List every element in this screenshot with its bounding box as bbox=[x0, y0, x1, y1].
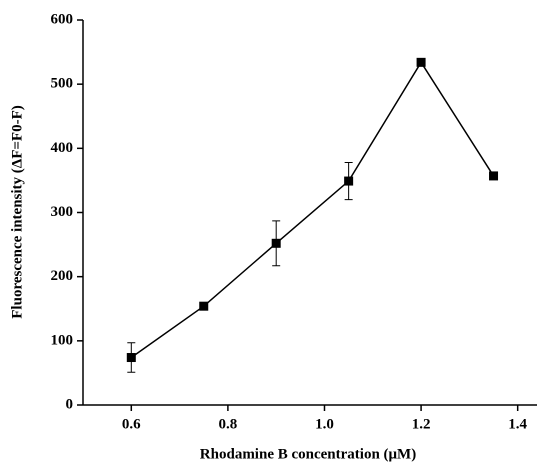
x-axis-label: Rhodamine B concentration (μM) bbox=[200, 446, 416, 462]
x-tick-label: 1.0 bbox=[315, 416, 334, 432]
marker bbox=[271, 238, 281, 248]
y-tick-label: 500 bbox=[51, 76, 74, 92]
x-tick-label: 0.8 bbox=[219, 416, 238, 432]
y-tick-label: 400 bbox=[51, 140, 74, 156]
y-tick-label: 100 bbox=[51, 332, 74, 348]
y-tick-label: 200 bbox=[51, 268, 74, 284]
marker bbox=[416, 57, 426, 67]
marker bbox=[489, 171, 499, 181]
y-tick-label: 0 bbox=[66, 396, 74, 412]
marker bbox=[344, 176, 354, 186]
marker bbox=[126, 353, 136, 363]
x-tick-label: 1.2 bbox=[412, 416, 431, 432]
y-axis-label: Fluorescence intensity (ΔF=F0-F) bbox=[9, 105, 25, 318]
x-tick-label: 1.4 bbox=[508, 416, 527, 432]
series-line bbox=[130, 60, 495, 359]
x-tick-label: 0.6 bbox=[122, 416, 141, 432]
y-tick-label: 300 bbox=[51, 204, 74, 220]
y-tick-label: 600 bbox=[51, 11, 74, 27]
marker bbox=[199, 301, 209, 311]
